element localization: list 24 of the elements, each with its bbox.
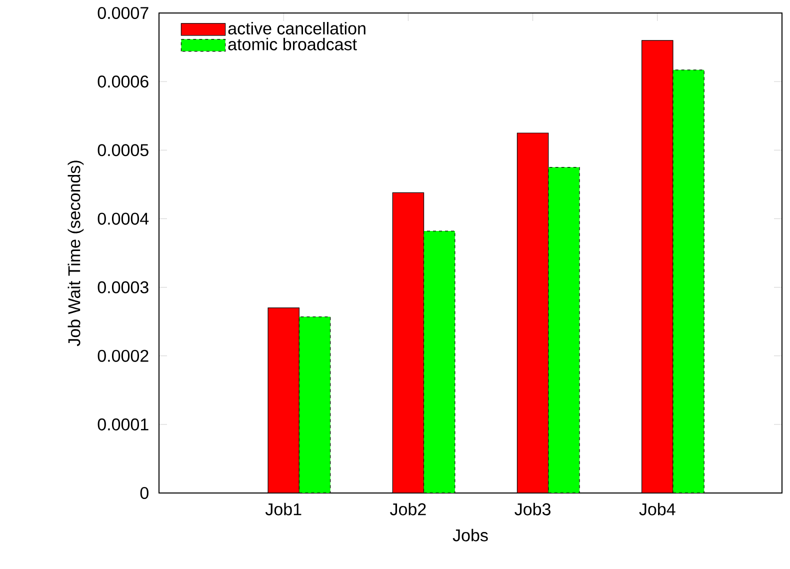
x-tick-label: Job1 (265, 502, 302, 516)
bar (268, 308, 300, 493)
bar (392, 192, 424, 493)
legend-label: atomic broadcast (228, 38, 357, 50)
bar (298, 316, 331, 493)
y-tick-label: 0.0007 (98, 6, 148, 20)
x-axis-title: Jobs (452, 528, 488, 542)
x-tick-label: Job4 (639, 502, 676, 516)
y-tick-label: 0.0001 (98, 418, 148, 430)
bar (642, 40, 674, 493)
y-tick-label: 0.0006 (98, 76, 148, 88)
y-tick-label: 0 (140, 486, 148, 500)
y-tick-label: 0.0005 (98, 144, 148, 156)
bar (672, 70, 704, 493)
bar (423, 230, 456, 493)
bar (516, 132, 549, 493)
y-axis-title: Job Wait Time (seconds) (68, 160, 84, 346)
x-tick-label: Job3 (514, 502, 550, 516)
y-tick-label: 0.0003 (98, 281, 148, 294)
y-tick-label: 0.0004 (98, 212, 149, 225)
y-tick-label: 0.0002 (98, 350, 148, 362)
legend-label: active cancellation (228, 22, 366, 34)
x-tick-label: Job2 (390, 502, 426, 516)
bar (548, 166, 580, 493)
